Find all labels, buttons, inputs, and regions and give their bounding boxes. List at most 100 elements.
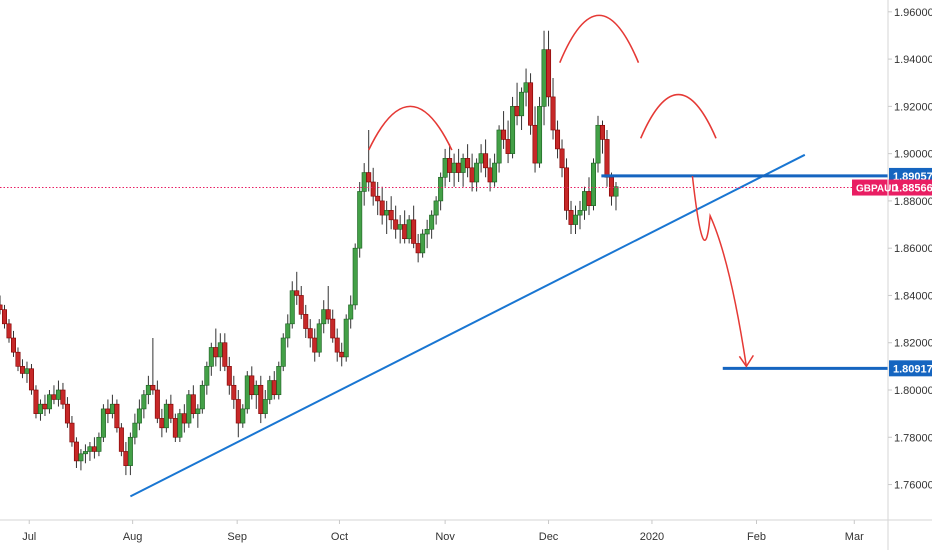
candle-body-down <box>64 403 70 424</box>
y-tick-label: 1.92000 <box>894 101 932 113</box>
candle-body-up <box>240 408 246 424</box>
candle-body-up <box>352 247 358 306</box>
candle <box>357 182 363 258</box>
x-tick-label: Sep <box>227 531 247 543</box>
candle-body-down <box>447 158 453 173</box>
candle <box>595 115 601 173</box>
candle-body-up <box>424 228 430 235</box>
candle <box>100 404 106 442</box>
candle-body-up <box>276 366 282 396</box>
candle <box>316 319 322 357</box>
candle-body-down <box>325 309 331 320</box>
candle <box>590 158 596 211</box>
candle <box>244 371 250 414</box>
candle-body-up <box>582 191 588 211</box>
candle-body-up <box>492 162 498 183</box>
candles-layer <box>0 30 619 476</box>
x-tick-label: Oct <box>331 531 348 543</box>
head-arc <box>367 105 453 151</box>
candle-body-up <box>519 91 525 117</box>
candle-body-down <box>608 176 614 197</box>
candle <box>375 182 381 216</box>
candle-body-up <box>96 436 102 452</box>
candle <box>573 205 579 234</box>
trendline-layer <box>129 153 806 498</box>
candle <box>231 375 237 409</box>
candle-body-up <box>577 210 583 216</box>
candle-body-down <box>366 172 372 183</box>
candle <box>204 361 210 395</box>
candle-body-up <box>348 304 354 320</box>
candle-body-up <box>100 408 106 438</box>
candle-body-down <box>334 337 340 353</box>
candle <box>154 380 160 424</box>
candle <box>334 328 340 362</box>
candle-body-down <box>330 318 336 339</box>
candle-body-up <box>406 219 412 240</box>
y-tick-label: 1.94000 <box>894 54 932 66</box>
candle-body-down <box>505 139 511 154</box>
candle <box>492 153 498 187</box>
candle-body-up <box>127 436 133 466</box>
candle-body-down <box>73 441 79 462</box>
candle-body-down <box>604 139 610 178</box>
candle-body-up <box>186 394 192 424</box>
candle-body-up <box>37 403 43 414</box>
y-tick-label: 1.96000 <box>894 7 932 19</box>
candle <box>577 200 583 230</box>
candle-body-down <box>222 342 228 367</box>
candle-body-down <box>487 167 493 183</box>
candle <box>564 158 570 220</box>
candle-body-down <box>33 389 39 414</box>
candle-body-up <box>145 384 151 396</box>
candle-body-down <box>546 49 552 98</box>
candle <box>366 130 372 192</box>
candle <box>82 444 88 464</box>
candle <box>64 397 70 428</box>
candle <box>262 390 268 419</box>
x-tick-label: Mar <box>845 531 864 543</box>
candle-body-down <box>42 403 48 410</box>
candle-body-up <box>474 162 480 183</box>
candle-body-up <box>573 214 579 225</box>
candle-body-down <box>501 129 507 140</box>
candle-body-up <box>267 380 273 400</box>
candle <box>240 404 246 428</box>
candle-body-down <box>568 210 574 225</box>
candle-body-up <box>132 422 138 438</box>
candle-body-up <box>442 158 448 178</box>
candle-body-up <box>316 323 322 353</box>
candle-body-up <box>537 106 543 164</box>
candle <box>199 380 205 414</box>
candle <box>420 229 426 258</box>
candle <box>118 423 124 457</box>
x-tick-label: Aug <box>123 531 143 543</box>
candle-body-up <box>195 408 201 414</box>
candle <box>519 87 525 130</box>
candle-body-down <box>168 403 174 419</box>
y-tick-label: 1.88000 <box>894 196 932 208</box>
candle <box>298 286 304 320</box>
candle-body-up <box>208 347 214 367</box>
candle-body-down <box>298 295 304 315</box>
candle-body-down <box>15 351 21 367</box>
candle-body-down <box>393 219 399 230</box>
candle-body-down <box>402 224 408 240</box>
candle <box>424 219 430 249</box>
candle <box>289 281 295 329</box>
candle-body-down <box>271 380 277 396</box>
y-tick-label: 1.76000 <box>894 480 932 492</box>
candle-body-down <box>181 413 187 424</box>
candle-body-down <box>307 328 313 339</box>
candle-body-down <box>105 408 111 414</box>
candle <box>474 158 480 192</box>
candle <box>1 304 7 329</box>
candle <box>483 139 489 178</box>
candle <box>127 432 133 476</box>
candle <box>294 271 300 305</box>
candle-body-up <box>433 200 439 216</box>
candle <box>168 394 174 424</box>
candle <box>379 186 385 225</box>
